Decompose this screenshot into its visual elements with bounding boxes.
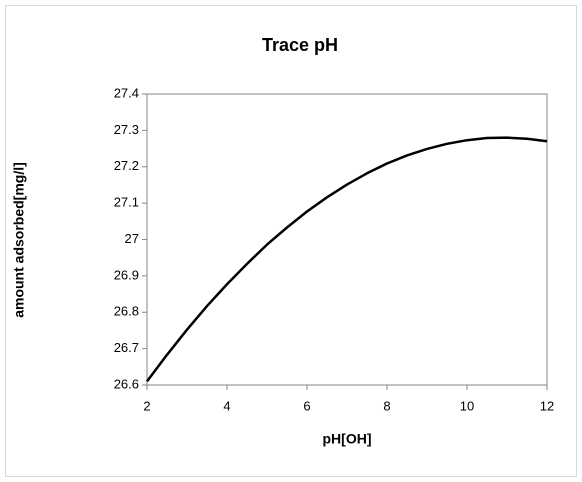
y-tick-label: 27.3 <box>114 122 139 137</box>
y-tick-label: 26.6 <box>114 376 139 391</box>
x-tick-label: 6 <box>303 398 310 413</box>
x-tick-label: 2 <box>143 398 150 413</box>
y-tick-label: 26.7 <box>114 340 139 355</box>
y-tick-label: 27.1 <box>114 195 139 210</box>
y-tick-label: 27.4 <box>114 85 139 100</box>
chart-frame <box>5 5 577 477</box>
x-tick-label: 4 <box>223 398 230 413</box>
x-tick-label: 8 <box>383 398 390 413</box>
y-tick-label: 27 <box>125 231 139 246</box>
chart-title: Trace pH <box>262 35 338 55</box>
x-tick-label: 10 <box>460 398 474 413</box>
y-axis-label: amount adsorbed[mg/l] <box>11 162 27 318</box>
y-tick-label: 26.8 <box>114 304 139 319</box>
y-tick-label: 27.2 <box>114 158 139 173</box>
x-tick-label: 12 <box>540 398 554 413</box>
x-axis-label: pH[OH] <box>323 431 372 447</box>
y-tick-label: 26.9 <box>114 267 139 282</box>
data-line <box>146 136 548 383</box>
